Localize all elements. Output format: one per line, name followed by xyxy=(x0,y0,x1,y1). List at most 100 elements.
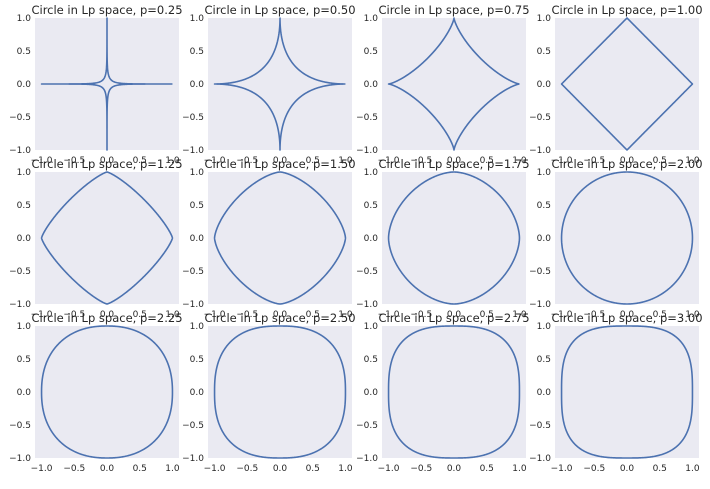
plot-area xyxy=(208,172,352,304)
x-tick-label: 1.0 xyxy=(165,464,180,474)
y-tick-label: −0.5 xyxy=(529,421,551,431)
x-tick-label: −1.0 xyxy=(378,310,400,320)
x-tick-label: 1.0 xyxy=(338,310,353,320)
y-tick-label: 1.0 xyxy=(17,168,32,178)
y-tick-label: 0.0 xyxy=(17,234,32,244)
y-tick-label: 1.0 xyxy=(537,168,552,178)
x-tick-label: −1.0 xyxy=(204,156,226,166)
x-tick-label: 1.0 xyxy=(165,156,180,166)
y-tick-label: 1.0 xyxy=(190,322,205,332)
y-tick-label: 1.0 xyxy=(364,322,379,332)
y-tick-label: 0.5 xyxy=(17,355,31,365)
y-tick-label: −0.5 xyxy=(356,421,378,431)
y-tick-label: 0.5 xyxy=(537,201,551,211)
y-tick-label: −1.0 xyxy=(529,300,551,310)
x-tick-label: −1.0 xyxy=(378,156,400,166)
y-tick-label: −1.0 xyxy=(182,300,204,310)
y-tick-label: 1.0 xyxy=(364,14,379,24)
x-tick-label: 0.0 xyxy=(273,156,288,166)
x-tick-label: 0.0 xyxy=(100,156,115,166)
y-tick-label: 0.0 xyxy=(537,388,552,398)
x-tick-label: −0.5 xyxy=(583,464,605,474)
x-tick-label: 0.0 xyxy=(447,464,462,474)
y-tick-label: −1.0 xyxy=(529,146,551,156)
x-tick-label: 0.5 xyxy=(306,464,320,474)
y-tick-label: −1.0 xyxy=(356,454,378,464)
y-tick-label: −0.5 xyxy=(529,113,551,123)
y-tick-label: 0.5 xyxy=(364,355,378,365)
panel-title: Circle in Lp space, p=0.25 xyxy=(31,3,182,17)
x-tick-label: −1.0 xyxy=(551,310,573,320)
subplot: Circle in Lp space, p=0.75 −1.0 −0.5 0.0 0.5… xyxy=(356,3,529,166)
x-tick-label: 1.0 xyxy=(512,156,527,166)
y-tick-label: 0.5 xyxy=(17,47,31,57)
panel-title: Circle in Lp space, p=2.00 xyxy=(551,157,702,171)
x-tick-label: 0.0 xyxy=(620,156,635,166)
y-tick-label: −0.5 xyxy=(9,113,31,123)
x-tick-label: 1.0 xyxy=(338,464,353,474)
y-tick-label: 0.5 xyxy=(190,47,204,57)
y-tick-label: 0.0 xyxy=(364,80,379,90)
lp-circle-line xyxy=(213,171,347,305)
subplot: Circle in Lp space, p=1.25−1.0 −0.5 0.0 0.5… xyxy=(9,157,182,320)
x-tick-label: 0.5 xyxy=(653,156,667,166)
plot-area xyxy=(208,326,352,458)
x-tick-label: −1.0 xyxy=(551,156,573,166)
y-tick-label: 0.0 xyxy=(364,388,379,398)
y-tick-label: 1.0 xyxy=(17,14,32,24)
y-tick-label: 0.5 xyxy=(17,201,31,211)
x-tick-label: −1.0 xyxy=(204,310,226,320)
x-tick-label: −0.5 xyxy=(63,310,85,320)
x-tick-label: 1.0 xyxy=(338,156,353,166)
x-tick-label: −0.5 xyxy=(410,156,432,166)
y-tick-label: 1.0 xyxy=(537,14,552,24)
y-tick-label: −0.5 xyxy=(182,113,204,123)
x-tick-label: −0.5 xyxy=(236,464,258,474)
y-tick-label: 1.0 xyxy=(190,168,205,178)
y-tick-label: 0.0 xyxy=(190,80,205,90)
lp-circle-line xyxy=(40,325,174,459)
x-tick-label: 0.5 xyxy=(653,310,667,320)
lp-circle-line xyxy=(40,17,174,151)
plot-area xyxy=(555,326,699,458)
x-tick-label: 0.0 xyxy=(100,464,115,474)
y-tick-label: 1.0 xyxy=(537,322,552,332)
y-tick-label: 0.0 xyxy=(537,234,552,244)
plot-area xyxy=(555,172,699,304)
subplot: Circle in Lp space, p=0.50 −1.0 −0.5 0.0 0.5… xyxy=(182,3,355,166)
subplot: Circle in Lp space, p=2.75−1.0−0.50.00.5… xyxy=(356,311,529,474)
y-tick-label: −0.5 xyxy=(356,113,378,123)
y-tick-label: 0.0 xyxy=(537,80,552,90)
y-tick-label: 0.5 xyxy=(537,355,551,365)
x-tick-label: 0.5 xyxy=(133,464,147,474)
y-tick-label: −1.0 xyxy=(9,454,31,464)
panel-title: Circle in Lp space, p=1.25 xyxy=(31,157,182,171)
y-tick-label: −1.0 xyxy=(356,300,378,310)
x-tick-label: 0.0 xyxy=(620,464,635,474)
x-tick-label: −1.0 xyxy=(31,156,53,166)
x-tick-label: 0.5 xyxy=(306,156,320,166)
x-tick-label: −1.0 xyxy=(378,464,400,474)
subplot: Circle in Lp space, p=0.25 −1.0 −0.5 0.0 0.5… xyxy=(9,3,182,166)
plot-area xyxy=(208,18,352,150)
plot-area xyxy=(382,18,526,150)
y-tick-label: −0.5 xyxy=(9,267,31,277)
y-tick-label: 0.5 xyxy=(364,201,378,211)
y-tick-label: 0.5 xyxy=(364,47,378,57)
y-tick-label: 0.0 xyxy=(17,388,32,398)
x-tick-label: 1.0 xyxy=(685,310,700,320)
y-tick-label: −1.0 xyxy=(182,454,204,464)
y-tick-label: 0.0 xyxy=(364,234,379,244)
subplot: Circle in Lp space, p=2.50−1.0−0.50.00.5… xyxy=(182,311,355,474)
subplot: Circle in Lp space, p=2.00−1.0−0.50.00.5… xyxy=(529,157,702,320)
panel-title: Circle in Lp space, p=1.75 xyxy=(378,157,529,171)
y-tick-label: −0.5 xyxy=(182,421,204,431)
x-tick-label: −0.5 xyxy=(583,156,605,166)
lp-circle-line xyxy=(560,171,694,305)
x-tick-label: 0.5 xyxy=(653,464,667,474)
subplot: Circle in Lp space, p=1.50−1.0−0.50.00.5… xyxy=(182,157,355,320)
y-tick-label: −1.0 xyxy=(529,454,551,464)
panel-title: Circle in Lp space, p=1.50 xyxy=(204,157,355,171)
x-tick-label: 0.5 xyxy=(133,156,147,166)
subplot: Circle in Lp space, p=1.75−1.0−0.50.00.5… xyxy=(356,157,529,320)
